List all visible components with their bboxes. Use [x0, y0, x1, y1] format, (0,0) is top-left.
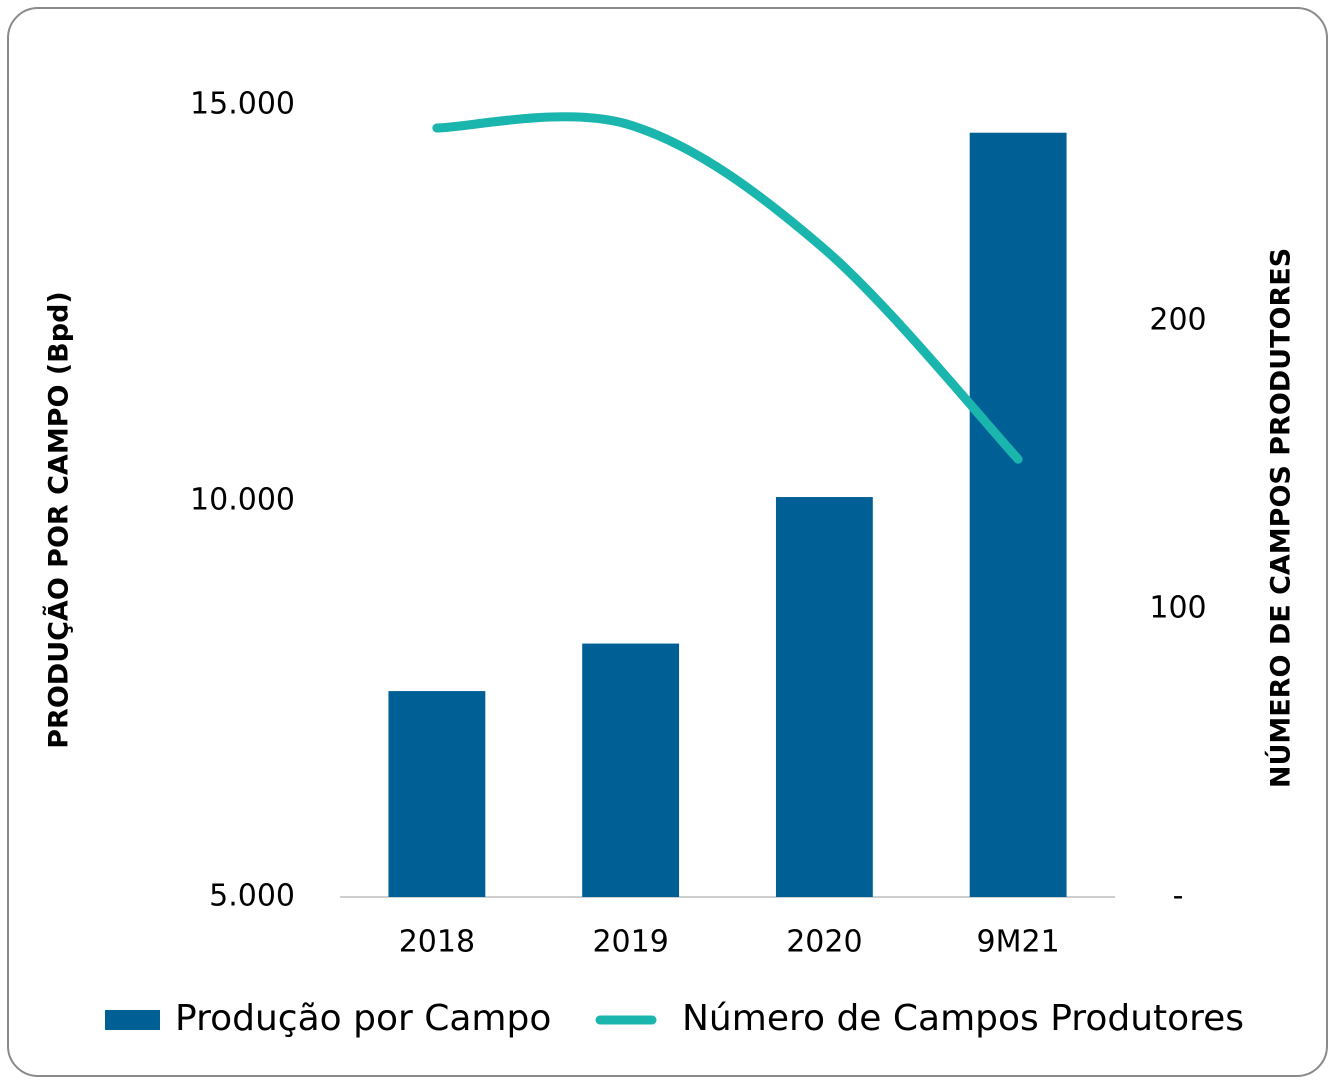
legend-label: Produção por Campo [175, 998, 551, 1039]
y2-axis-title: NÚMERO DE CAMPOS PRODUTORES [1265, 248, 1297, 788]
y-tick-label: 5.000 [209, 879, 295, 914]
line [432, 112, 1023, 464]
y2-tick-label: - [1173, 879, 1184, 914]
y-tick-label: 15.000 [190, 87, 295, 122]
y-axis-title: PRODUÇÃO POR CAMPO (Bpd) [43, 291, 75, 749]
x-tick-label: 9M21 [977, 925, 1060, 960]
bar [388, 691, 486, 897]
legend-swatch [105, 1010, 160, 1030]
bar [969, 132, 1067, 898]
y-tick-label: 10.000 [190, 483, 295, 518]
bar [775, 497, 873, 897]
legend-label: Número de Campos Produtores [682, 998, 1244, 1039]
frame [7, 7, 1328, 1077]
y2-tick-label: 100 [1149, 591, 1206, 626]
y2-tick-label: 200 [1149, 303, 1206, 338]
x-tick-label: 2018 [399, 925, 475, 960]
bar [582, 643, 680, 897]
x-tick-label: 2019 [592, 925, 668, 960]
x-tick-label: 2020 [786, 925, 862, 960]
